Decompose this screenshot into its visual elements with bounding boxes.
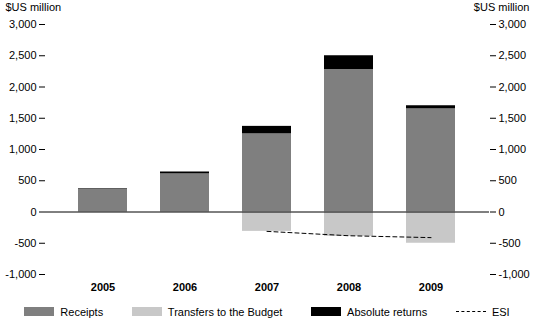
svg-text:$US million: $US million: [6, 1, 62, 13]
svg-text:0: 0: [499, 206, 505, 218]
svg-text:2006: 2006: [173, 281, 197, 293]
svg-text:3,000: 3,000: [499, 18, 527, 30]
svg-text:1,500: 1,500: [499, 112, 527, 124]
svg-text:-500: -500: [499, 237, 521, 249]
svg-text:-1,000: -1,000: [5, 268, 36, 280]
svg-text:2005: 2005: [91, 281, 115, 293]
svg-text:2,000: 2,000: [9, 81, 37, 93]
svg-text:2,500: 2,500: [499, 49, 527, 61]
svg-text:2,000: 2,000: [499, 81, 527, 93]
html-text:Receipts: Receipts: [60, 305, 104, 318]
svg-text:2,500: 2,500: [9, 49, 37, 61]
svg-text:$US million: $US million: [474, 1, 530, 13]
html-text:Transfers to the Budget: Transfers to the Budget: [167, 305, 283, 318]
svg-text:1,000: 1,000: [499, 143, 527, 155]
svg-text:3,000: 3,000: [9, 18, 37, 30]
svg-text:1,000: 1,000: [9, 143, 37, 155]
html-text:Absolute returns: Absolute returns: [347, 305, 428, 318]
svg-text:-500: -500: [14, 237, 36, 249]
svg-text:500: 500: [499, 174, 517, 186]
html-text:ESI: ESI: [491, 305, 510, 318]
svg-text:2007: 2007: [255, 281, 279, 293]
svg-text:-1,000: -1,000: [499, 268, 530, 280]
svg-text:2009: 2009: [419, 281, 443, 293]
svg-text:0: 0: [30, 206, 36, 218]
svg-text:2008: 2008: [337, 281, 361, 293]
svg-text:1,500: 1,500: [9, 112, 37, 124]
svg-text:500: 500: [18, 174, 36, 186]
